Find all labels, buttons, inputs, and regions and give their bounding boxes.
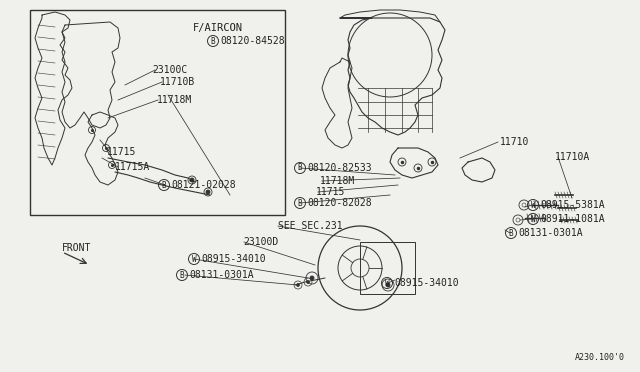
Text: F/AIRCON: F/AIRCON [193,23,243,33]
Text: 08120-84528: 08120-84528 [221,36,285,46]
Text: 08121-02028: 08121-02028 [172,180,236,190]
Text: 23100C: 23100C [152,65,188,75]
Text: 23100D: 23100D [243,237,278,247]
Text: 08915-34010: 08915-34010 [202,254,266,264]
Text: 11710: 11710 [500,137,529,147]
Circle shape [386,283,390,287]
Text: A230.100'0: A230.100'0 [575,353,625,362]
Text: W: W [385,279,389,288]
Circle shape [190,178,194,182]
Text: SEE SEC.231: SEE SEC.231 [278,221,342,231]
Circle shape [307,280,310,283]
Text: B: B [211,36,215,45]
Text: FRONT: FRONT [62,243,92,253]
Circle shape [310,276,314,280]
Text: 08915-34010: 08915-34010 [394,278,459,288]
Text: 11715A: 11715A [115,162,150,172]
Text: 08915-5381A: 08915-5381A [541,200,605,210]
Text: 11718M: 11718M [320,176,355,186]
Text: 08131-0301A: 08131-0301A [189,270,254,280]
Text: 11715: 11715 [107,147,136,157]
Text: B: B [509,228,513,237]
Text: 08911-1081A: 08911-1081A [541,214,605,224]
Circle shape [206,190,210,194]
Bar [360,242,415,294]
Text: B: B [298,164,302,173]
Text: B: B [162,180,166,189]
Text: B: B [180,270,184,279]
Text: N: N [531,215,535,224]
Text: 11710B: 11710B [160,77,195,87]
Text: 08120-82028: 08120-82028 [307,198,372,208]
Text: 11715: 11715 [316,187,346,197]
Circle shape [296,283,300,286]
Text: W: W [192,254,196,263]
Text: W: W [531,201,535,209]
Text: 08131-0301A: 08131-0301A [518,228,583,238]
Text: 11710A: 11710A [555,152,590,162]
Text: B: B [298,199,302,208]
Text: 11718M: 11718M [157,95,192,105]
Text: 08120-82533: 08120-82533 [307,163,372,173]
Bar [30,10,285,215]
